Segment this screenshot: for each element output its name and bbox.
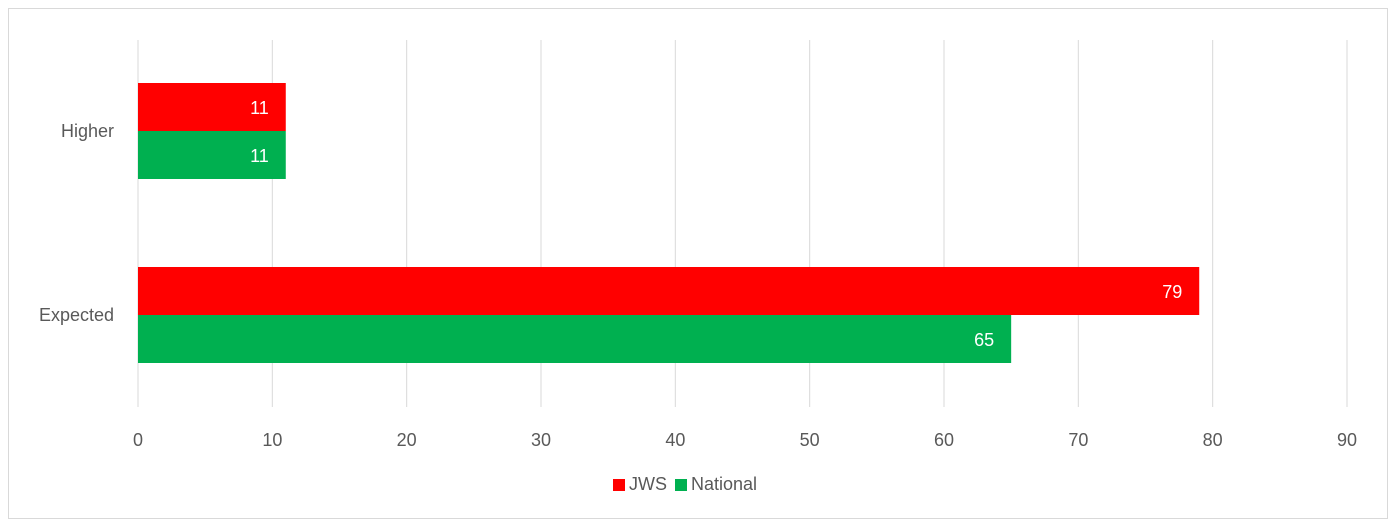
bar (138, 131, 286, 179)
legend-label: JWS (629, 474, 667, 494)
data-label: 11 (250, 146, 269, 166)
x-axis-ticks: 0 10 20 30 40 50 60 70 80 90 (133, 430, 1357, 450)
bar (138, 315, 1012, 363)
category-label: Expected (39, 305, 114, 325)
data-label: 11 (250, 98, 269, 118)
data-labels: 11 11 79 65 (250, 98, 1182, 350)
x-tick-label: 70 (1068, 430, 1088, 450)
x-tick-label: 20 (397, 430, 417, 450)
bars (138, 83, 1200, 363)
category-label: Higher (61, 121, 114, 141)
x-tick-label: 60 (934, 430, 954, 450)
x-tick-label: 90 (1337, 430, 1357, 450)
legend-label: National (691, 474, 757, 494)
x-tick-label: 80 (1203, 430, 1223, 450)
bar (138, 83, 286, 131)
x-tick-label: 30 (531, 430, 551, 450)
x-tick-label: 40 (665, 430, 685, 450)
x-tick-label: 0 (133, 430, 143, 450)
y-axis-categories: Higher Expected (39, 121, 114, 325)
legend-swatch (675, 479, 687, 491)
x-tick-label: 50 (800, 430, 820, 450)
data-label: 65 (974, 330, 994, 350)
legend-swatch (613, 479, 625, 491)
legend: JWS National (613, 474, 757, 494)
x-tick-label: 10 (262, 430, 282, 450)
data-label: 79 (1162, 282, 1182, 302)
bar (138, 267, 1200, 315)
